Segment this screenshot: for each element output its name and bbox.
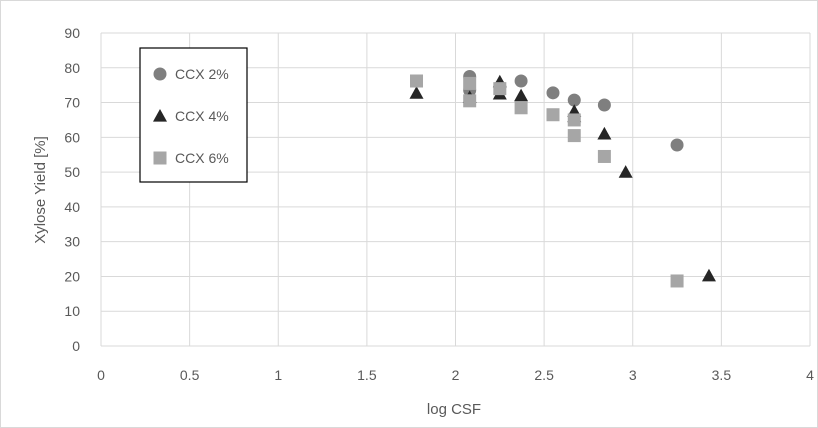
data-point xyxy=(514,88,529,102)
x-tick-label: 4 xyxy=(806,367,814,383)
data-point xyxy=(597,98,611,112)
data-point xyxy=(546,86,560,100)
y-tick-label: 40 xyxy=(64,199,80,215)
x-axis-title: log CSF xyxy=(427,401,481,418)
data-point xyxy=(410,74,424,88)
legend-marker xyxy=(153,109,167,122)
gridlines xyxy=(100,32,811,347)
series-square xyxy=(410,74,684,288)
x-tick-label: 2.5 xyxy=(534,367,554,383)
legend-marker xyxy=(153,151,167,165)
y-tick-label: 30 xyxy=(64,234,80,250)
data-point xyxy=(546,108,560,122)
data-point xyxy=(514,101,528,115)
data-point xyxy=(514,74,528,88)
legend-label: CCX 6% xyxy=(175,150,229,166)
y-tick-label: 0 xyxy=(72,338,80,354)
data-point xyxy=(567,113,581,127)
data-point xyxy=(618,165,633,178)
data-point xyxy=(463,94,477,108)
x-tick-label: 0 xyxy=(97,367,105,383)
y-tick-label: 50 xyxy=(64,164,80,180)
data-point xyxy=(463,76,477,90)
data-point xyxy=(409,86,424,99)
data-point xyxy=(567,129,581,143)
legend-marker xyxy=(153,67,167,81)
x-tick-label: 3 xyxy=(629,367,637,383)
y-tick-label: 60 xyxy=(64,129,80,145)
legend-label: CCX 2% xyxy=(175,66,229,82)
x-tick-label: 0.5 xyxy=(180,367,200,383)
legend-label: CCX 4% xyxy=(175,108,229,124)
data-point xyxy=(567,93,581,107)
x-tick-label: 1.5 xyxy=(357,367,377,383)
x-tick-label: 1 xyxy=(274,367,282,383)
y-tick-label: 80 xyxy=(64,60,80,76)
y-tick-label: 90 xyxy=(64,25,80,41)
series-triangle xyxy=(409,74,716,282)
data-point xyxy=(597,149,611,163)
data-points xyxy=(409,69,716,288)
y-axis-title: Xylose Yield [%] xyxy=(32,136,49,244)
data-point xyxy=(670,138,684,152)
y-tick-label: 20 xyxy=(64,268,80,284)
data-point xyxy=(597,126,612,140)
y-tick-label: 70 xyxy=(64,95,80,111)
y-tick-label: 10 xyxy=(64,303,80,319)
data-point xyxy=(493,82,507,96)
legend: CCX 2% CCX 4% CCX 6% xyxy=(139,47,248,183)
data-point xyxy=(670,274,684,288)
x-tick-label: 3.5 xyxy=(712,367,732,383)
data-point xyxy=(701,268,716,282)
x-tick-label: 2 xyxy=(452,367,460,383)
